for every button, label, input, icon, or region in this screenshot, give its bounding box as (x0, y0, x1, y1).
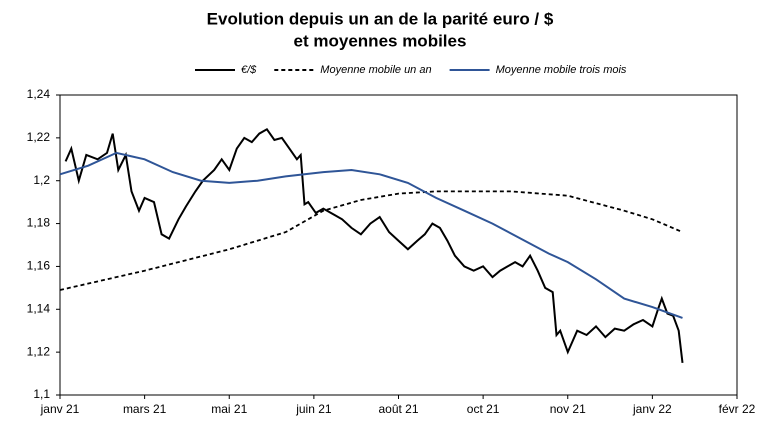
series-line (64, 127, 684, 364)
x-tick-label: févr 22 (719, 402, 756, 416)
legend-label: Moyenne mobile un an (320, 64, 431, 76)
y-tick-label: 1,2 (33, 173, 50, 187)
series-line (59, 151, 683, 319)
y-tick-label: 1,24 (27, 87, 51, 101)
plot-frame (59, 94, 738, 396)
legend-label: €/$ (241, 64, 257, 76)
x-tick-label: janv 22 (632, 402, 672, 416)
x-tick-label: oct 21 (467, 402, 500, 416)
y-tick-label: 1,16 (27, 259, 51, 273)
x-tick-label: mars 21 (123, 402, 167, 416)
y-tick-label: 1,18 (27, 216, 51, 230)
x-tick-label: août 21 (378, 402, 418, 416)
chart-title: Evolution depuis un an de la parité euro… (207, 9, 554, 28)
x-tick-label: mai 21 (211, 402, 247, 416)
y-tick-label: 1,14 (27, 301, 51, 315)
x-tick-label: nov 21 (550, 402, 586, 416)
y-tick-label: 1,1 (33, 387, 50, 401)
series-line (59, 190, 683, 291)
chart-subtitle: et moyennes mobiles (294, 31, 467, 50)
y-tick-label: 1,12 (27, 344, 51, 358)
x-tick-label: janv 21 (40, 402, 80, 416)
x-tick-label: juin 21 (295, 402, 332, 416)
legend-label: Moyenne mobile trois mois (496, 64, 627, 76)
y-tick-label: 1,22 (27, 130, 51, 144)
